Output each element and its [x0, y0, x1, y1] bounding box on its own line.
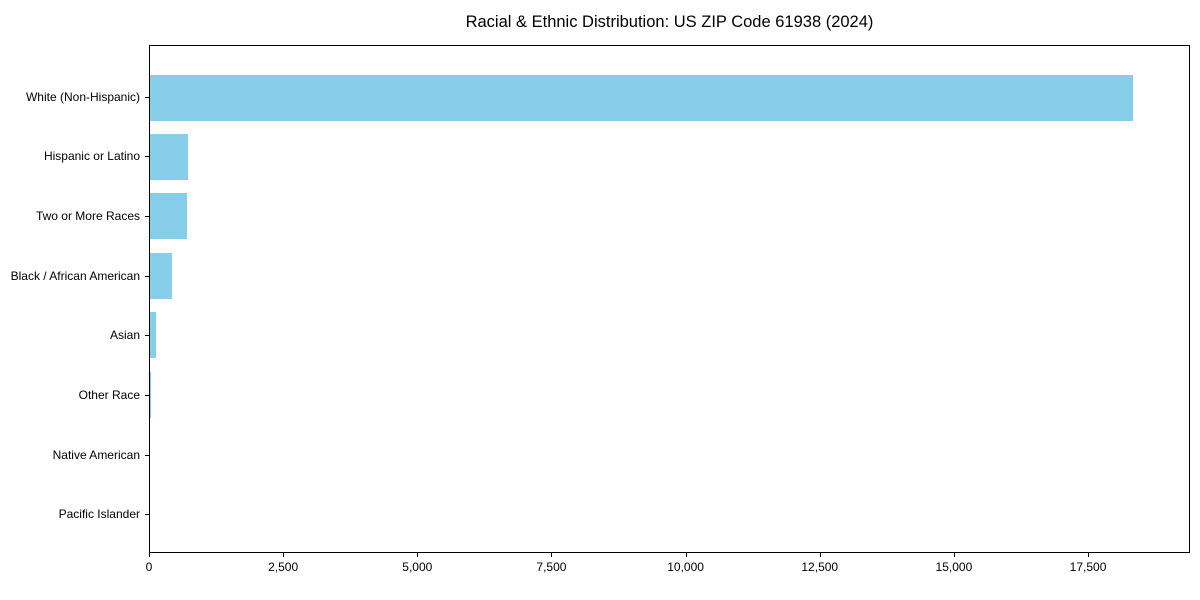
- bar: [150, 252, 173, 299]
- x-tick-mark: [149, 553, 150, 557]
- y-tick-label: Pacific Islander: [58, 507, 140, 522]
- y-tick-mark: [145, 335, 149, 337]
- x-tick-mark: [953, 553, 955, 557]
- x-tick-label: 7,500: [536, 560, 567, 574]
- y-tick-item: Native American: [0, 425, 149, 485]
- y-tick-label: Black / African American: [10, 268, 140, 283]
- y-tick-item: Pacific Islander: [0, 484, 149, 544]
- y-tick-mark: [145, 454, 149, 456]
- x-tick-mark: [283, 553, 285, 557]
- bar: [150, 193, 187, 240]
- x-tick-mark: [417, 553, 419, 557]
- bar-row: [150, 68, 1189, 127]
- y-tick-mark: [145, 96, 149, 98]
- x-tick-label: 10,000: [667, 560, 704, 574]
- y-tick-item: White (Non-Hispanic): [0, 67, 149, 127]
- y-tick-item: Black / African American: [0, 246, 149, 306]
- x-tick-mark: [1088, 553, 1090, 557]
- x-tick-label: 5,000: [402, 560, 433, 574]
- y-tick-label: Hispanic or Latino: [43, 149, 140, 164]
- y-tick-mark: [145, 514, 149, 516]
- y-tick-label: Two or More Races: [35, 209, 140, 224]
- y-tick-mark: [145, 394, 149, 396]
- bar-row: [150, 365, 1189, 424]
- bar: [150, 74, 1133, 121]
- x-tick-label: 0: [145, 560, 153, 574]
- bar-rows: [150, 46, 1189, 552]
- bar-row: [150, 127, 1189, 186]
- y-tick-label: Native American: [52, 447, 140, 462]
- bar: [150, 134, 189, 181]
- bar-row: [150, 246, 1189, 305]
- bar-row: [150, 187, 1189, 246]
- bar: [150, 312, 156, 359]
- chart-title: Racial & Ethnic Distribution: US ZIP Cod…: [465, 13, 874, 31]
- x-tick-label: 15,000: [935, 560, 973, 574]
- x-tick-mark: [551, 553, 553, 557]
- plot-area: [149, 45, 1190, 553]
- y-tick-item: Asian: [0, 306, 149, 366]
- bar-row: [150, 424, 1189, 483]
- x-axis: 0 2,500 5,000 7,500 10,000 12,500 15,000 17,500: [145, 553, 1190, 585]
- y-axis-labels: White (Non-Hispanic) Hispanic or Latino Tw…: [0, 45, 149, 553]
- y-tick-item: Two or More Races: [0, 186, 149, 246]
- y-tick-mark: [145, 275, 149, 277]
- y-tick-mark: [145, 156, 149, 158]
- y-tick-label: White (Non-Hispanic): [25, 89, 140, 104]
- bar: [150, 371, 151, 418]
- x-tick-mark: [819, 553, 821, 557]
- x-tick-label: 12,500: [801, 560, 839, 574]
- y-tick-label: Other Race: [78, 387, 140, 402]
- x-tick-label: 2,500: [268, 560, 299, 574]
- y-tick-label: Asian: [109, 328, 140, 343]
- bar-row: [150, 484, 1189, 543]
- x-tick-label: 17,500: [1069, 560, 1107, 574]
- y-tick-item: Other Race: [0, 365, 149, 425]
- y-tick-mark: [145, 216, 149, 218]
- bar-row: [150, 306, 1189, 365]
- x-tick-mark: [685, 553, 687, 557]
- y-tick-item: Hispanic or Latino: [0, 127, 149, 187]
